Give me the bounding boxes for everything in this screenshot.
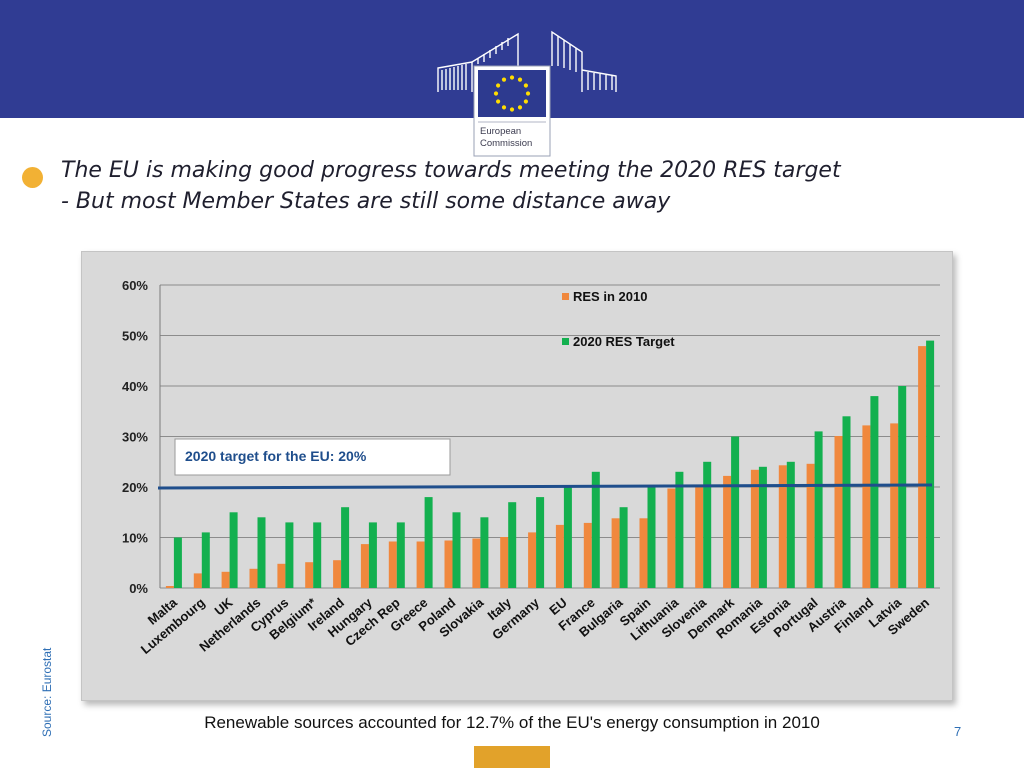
flag-star <box>525 91 531 96</box>
logo-text-line1: European <box>480 126 521 137</box>
bar-res-2010 <box>444 540 453 588</box>
slide-caption: Renewable sources accounted for 12.7% of… <box>204 713 820 732</box>
bar-res-2010 <box>723 475 732 588</box>
legend-swatch <box>562 293 569 300</box>
flag-star <box>496 99 501 104</box>
y-tick-label: 0% <box>129 581 148 596</box>
bar-2020-target <box>647 487 656 588</box>
bar-2020-target <box>508 502 517 588</box>
bar-2020-target <box>870 396 879 588</box>
bar-res-2010 <box>305 562 314 588</box>
legend: RES in 2010 2020 RES Target <box>562 289 675 349</box>
flag-star <box>523 83 528 88</box>
legend-label: RES in 2010 <box>573 289 647 304</box>
bar-res-2010 <box>528 532 537 588</box>
bar-2020-target <box>368 522 377 588</box>
headline-line-1: The EU is making good progress towards m… <box>61 158 841 183</box>
eu-stars-icon <box>493 75 531 112</box>
bar-2020-target <box>229 512 238 589</box>
bar-2020-target <box>257 517 266 588</box>
flag-star <box>523 99 528 104</box>
bar-res-2010 <box>555 524 564 588</box>
headline-line-2: - But most Member States are still some … <box>61 189 671 214</box>
bar-2020-target <box>563 487 572 588</box>
flag-star <box>493 91 499 96</box>
bar-res-2010 <box>360 544 369 588</box>
bar-2020-target <box>341 507 350 588</box>
bar-2020-target <box>480 517 489 588</box>
bar-res-2010 <box>667 488 676 588</box>
bar-res-2010 <box>221 571 230 588</box>
bar-2020-target <box>703 461 712 589</box>
y-tick-label: 20% <box>122 480 148 495</box>
legend-swatch <box>562 338 569 345</box>
bar-res-2010 <box>165 586 174 588</box>
eu-target-label: 2020 target for the EU: 20% <box>185 448 367 464</box>
flag-star <box>509 75 515 80</box>
bar-2020-target <box>396 522 405 588</box>
bar-2020-target <box>731 436 740 588</box>
bar-2020-target <box>842 416 851 588</box>
bar-2020-target <box>675 471 684 588</box>
bar-res-2010 <box>388 541 397 588</box>
bar-2020-target <box>591 471 600 588</box>
y-tick-label: 50% <box>122 329 148 344</box>
bar-res-2010 <box>611 518 620 588</box>
bar-2020-target <box>285 522 294 588</box>
y-tick-label: 10% <box>122 531 148 546</box>
bar-2020-target <box>452 512 461 589</box>
flag-star <box>517 105 523 110</box>
bar-2020-target <box>619 507 628 588</box>
bar-res-2010 <box>695 487 704 588</box>
bar-res-2010 <box>806 463 815 588</box>
bar-res-2010 <box>500 537 509 588</box>
logo-text-line2: Commission <box>480 138 532 149</box>
bar-2020-target <box>201 532 210 588</box>
bar-2020-target <box>814 431 823 588</box>
eu-target-callout <box>174 438 451 476</box>
bar-2020-target <box>926 340 935 588</box>
flag-star <box>496 83 501 88</box>
bar-res-2010 <box>277 563 286 588</box>
y-tick-label: 30% <box>122 430 148 445</box>
bar-2020-target <box>536 497 545 588</box>
chart-panel: 0% 10% 20% 30% 40% 50% 60% Malta Luxembourg UK Net… <box>81 251 953 701</box>
bar-res-2010 <box>193 573 202 588</box>
bar-res-2010 <box>472 538 481 588</box>
bar-2020-target <box>786 461 795 589</box>
berlaymont-building-icon <box>437 30 617 92</box>
eu-target-line <box>157 483 933 490</box>
bar-2020-target <box>313 522 322 588</box>
footer-tab <box>474 746 550 768</box>
flag-star <box>501 77 507 82</box>
flag-star <box>501 105 507 110</box>
bar-2020-target <box>758 466 767 588</box>
bar-res-2010 <box>862 425 871 588</box>
bar-2020-target <box>424 497 433 588</box>
bar-2020-target <box>173 537 182 588</box>
bullet-point <box>22 167 43 188</box>
bar-res-2010 <box>750 469 759 588</box>
bar-2020-target <box>898 386 907 588</box>
bar-res-2010 <box>333 560 342 588</box>
bars <box>165 340 935 589</box>
bar-res-2010 <box>583 522 592 588</box>
flag-star <box>509 107 515 112</box>
european-commission-logo: European Commission <box>437 30 617 157</box>
bar-res-2010 <box>834 436 843 588</box>
bar-res-2010 <box>416 541 425 588</box>
bar-res-2010 <box>778 465 787 588</box>
bar-res-2010 <box>249 568 258 588</box>
flag-star <box>517 77 523 82</box>
page-number: 7 <box>954 724 962 739</box>
y-tick-label: 60% <box>122 278 148 293</box>
bar-res-2010 <box>639 518 648 588</box>
legend-label: 2020 RES Target <box>573 334 675 349</box>
bar-res-2010 <box>890 423 899 588</box>
bar-res-2010 <box>918 346 927 588</box>
y-tick-label: 40% <box>122 379 148 394</box>
